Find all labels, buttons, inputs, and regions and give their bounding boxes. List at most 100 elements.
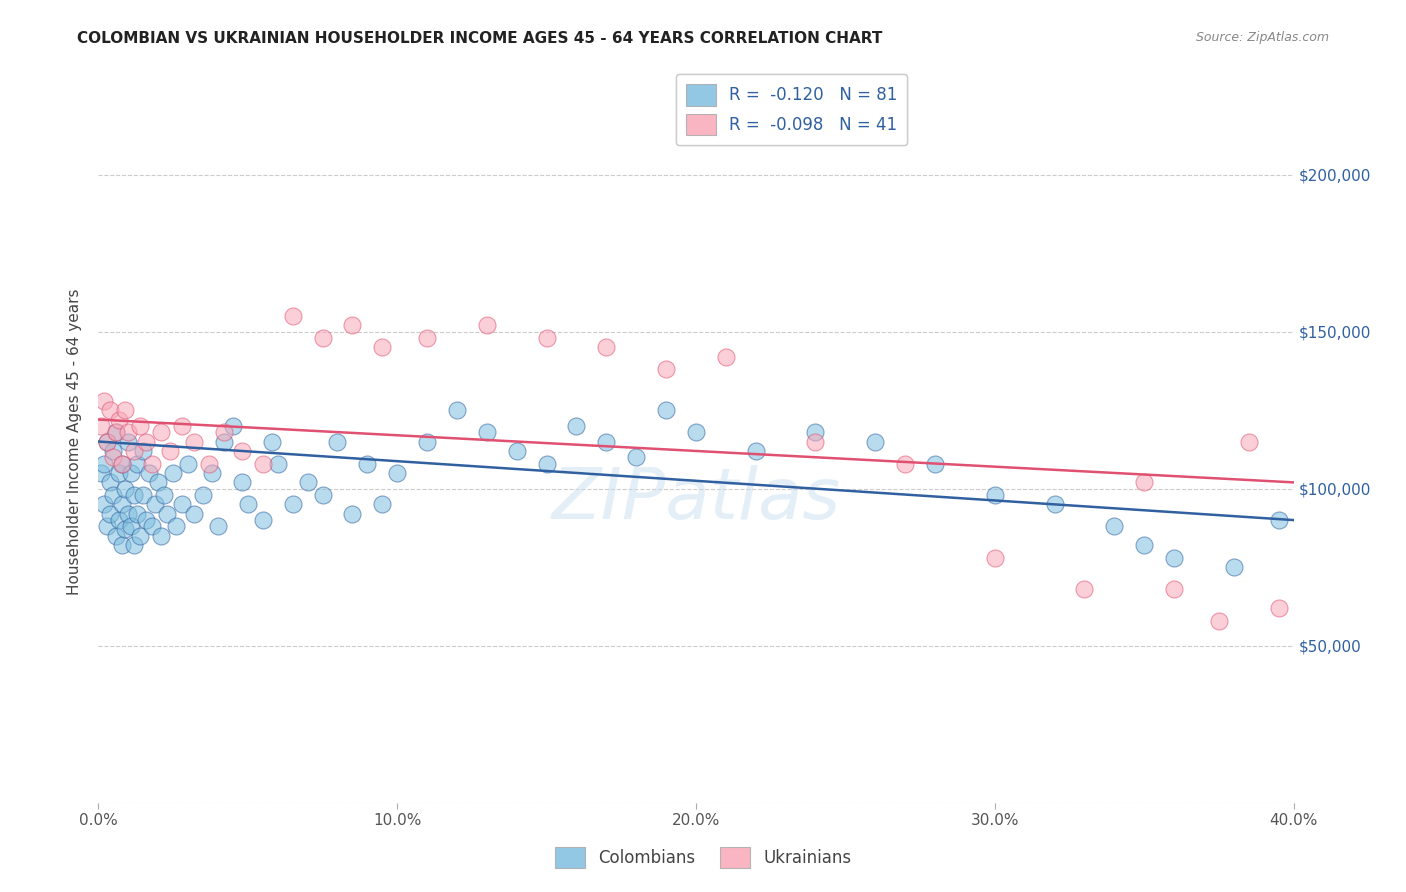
Point [141,457,163,471]
Point [714,350,737,364]
Point [148,475,170,490]
Point [159,444,181,458]
Legend: Colombians, Ukrainians: Colombians, Ukrainians [548,840,858,875]
Point [96,434,118,449]
Point [132,444,155,458]
Point [231,444,253,458]
Point [1073,582,1095,597]
Point [124,488,146,502]
Point [90,418,112,433]
Point [105,529,128,543]
Point [117,434,139,449]
Point [132,488,155,502]
Point [416,434,439,449]
Point [342,318,364,333]
Point [506,444,529,458]
Point [111,457,134,471]
Point [98,475,122,490]
Point [162,466,184,480]
Point [96,434,118,449]
Point [191,488,214,502]
Point [117,425,139,439]
Point [385,466,409,480]
Point [90,466,112,480]
Text: Source: ZipAtlas.com: Source: ZipAtlas.com [1195,31,1329,45]
Text: COLOMBIAN VS UKRAINIAN HOUSEHOLDER INCOME AGES 45 - 64 YEARS CORRELATION CHART: COLOMBIAN VS UKRAINIAN HOUSEHOLDER INCOM… [77,31,883,46]
Point [1163,550,1185,565]
Point [1208,614,1230,628]
Point [150,425,173,439]
Point [281,497,304,511]
Point [655,403,678,417]
Point [475,318,498,333]
Point [1267,513,1289,527]
Point [114,482,136,496]
Point [865,434,887,449]
Point [127,507,149,521]
Point [108,412,131,426]
Point [984,488,1007,502]
Point [1043,497,1066,511]
Point [804,425,827,439]
Point [165,519,187,533]
Point [105,425,128,439]
Point [120,466,142,480]
Point [103,488,125,502]
Point [98,507,122,521]
Point [311,331,333,345]
Point [356,457,378,471]
Point [108,513,131,527]
Point [111,457,134,471]
Point [1133,538,1156,552]
Point [595,434,617,449]
Point [111,538,134,552]
Point [114,523,136,537]
Point [565,418,588,433]
Point [103,450,125,465]
Point [311,488,333,502]
Point [222,418,245,433]
Point [177,457,200,471]
Point [252,457,274,471]
Point [804,434,827,449]
Point [198,457,221,471]
Point [172,418,194,433]
Point [93,393,115,408]
Point [124,444,146,458]
Point [1163,582,1185,597]
Point [1133,475,1156,490]
Point [124,538,146,552]
Point [135,513,157,527]
Point [138,466,160,480]
Point [135,434,157,449]
Point [236,497,259,511]
Point [93,497,115,511]
Point [685,425,707,439]
Point [745,444,768,458]
Point [1237,434,1260,449]
Point [1223,560,1246,574]
Point [117,507,139,521]
Point [626,450,648,465]
Point [93,457,115,471]
Point [231,475,253,490]
Point [183,507,205,521]
Point [984,550,1007,565]
Point [141,519,163,533]
Point [371,340,394,354]
Point [105,425,128,439]
Text: ZIPatlas: ZIPatlas [551,465,841,533]
Point [475,425,498,439]
Point [120,519,142,533]
Point [183,434,205,449]
Point [371,497,394,511]
Point [342,507,364,521]
Point [536,331,558,345]
Point [1267,601,1289,615]
Point [260,434,283,449]
Legend: R =  -0.120   N = 81, R =  -0.098   N = 41: R = -0.120 N = 81, R = -0.098 N = 41 [676,74,907,145]
Point [252,513,274,527]
Point [96,519,118,533]
Point [172,497,194,511]
Point [924,457,946,471]
